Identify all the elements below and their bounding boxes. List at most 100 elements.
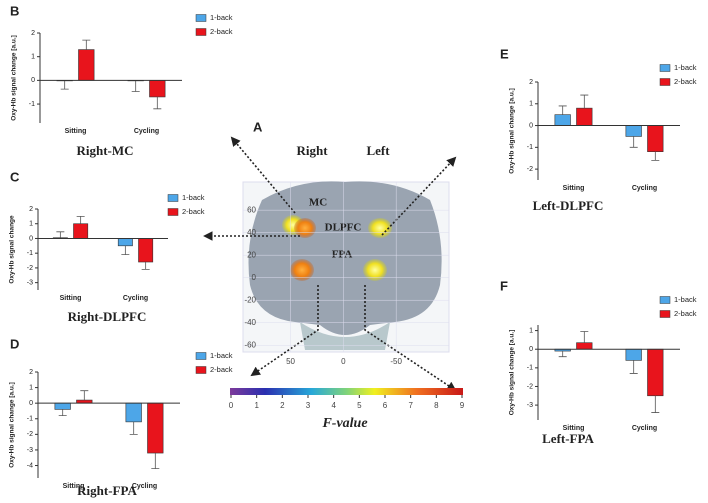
x-tick-label: Cycling xyxy=(632,185,657,192)
colorbar-tick-label: 4 xyxy=(331,401,336,410)
x-tick-label: Cycling xyxy=(123,295,148,302)
bar xyxy=(647,348,664,397)
brain-map: A Right Left MC DLPFC FPA F-value 50 0 -50… xyxy=(203,119,465,431)
legend-swatch xyxy=(195,366,207,374)
error-bar xyxy=(76,215,85,224)
colorbar-tick-label: 9 xyxy=(460,401,465,410)
error-bar xyxy=(651,395,660,413)
legend-swatch xyxy=(659,310,671,318)
bar xyxy=(576,107,593,126)
chart-title: Left-FPA xyxy=(542,431,594,446)
x-tick-label: Cycling xyxy=(134,128,159,135)
x-tick-label: 0 xyxy=(341,357,346,366)
arrow xyxy=(381,156,457,236)
x-tick-label: Sitting xyxy=(60,295,82,302)
legend-label: 1-back xyxy=(210,13,233,22)
chart-title: Left-DLPFC xyxy=(533,198,604,213)
chart-title: Right-DLPFC xyxy=(68,309,147,324)
legend-label: 2-back xyxy=(210,27,233,36)
y-tick-label: -40 xyxy=(244,318,256,327)
legend-swatch xyxy=(195,352,207,360)
x-tick-label: Sitting xyxy=(63,483,85,490)
y-tick-label: 2 xyxy=(29,369,33,376)
y-tick-label: 0 xyxy=(252,273,257,282)
x-tick-label: -50 xyxy=(390,357,402,366)
error-bar xyxy=(629,136,638,148)
y-tick-label: 0 xyxy=(31,77,35,84)
x-tick-label: Sitting xyxy=(563,425,585,432)
y-tick-label: 60 xyxy=(247,205,256,214)
hemisphere-label: Right xyxy=(296,143,328,158)
y-tick-label: 1 xyxy=(29,221,33,228)
bar xyxy=(149,80,166,98)
legend-swatch xyxy=(659,296,671,304)
y-axis-label: Oxy-Hb signal change [a.u.] xyxy=(11,35,18,121)
y-axis-label: Oxy-Hb signal change [a.u.] xyxy=(9,382,16,468)
arrow xyxy=(364,285,457,392)
legend-swatch xyxy=(167,208,179,216)
spot xyxy=(368,218,392,238)
bar xyxy=(625,348,642,361)
hemisphere-label: Left xyxy=(366,143,390,158)
chart-title: Right-FPA xyxy=(77,483,137,498)
legend-swatch xyxy=(195,14,207,22)
y-tick-label: 0 xyxy=(529,346,533,353)
y-tick-label: 1 xyxy=(31,54,35,61)
panel-label: C xyxy=(10,169,20,184)
error-bar xyxy=(60,80,69,90)
y-tick-label: -3 xyxy=(27,279,33,286)
panel-label: B xyxy=(10,3,19,18)
x-tick-label: Sitting xyxy=(65,128,87,135)
x-tick-label: Cycling xyxy=(632,425,657,432)
error-bar xyxy=(558,351,567,358)
bar xyxy=(647,125,664,152)
bar xyxy=(554,114,571,126)
spot xyxy=(290,259,314,281)
error-bar xyxy=(153,96,162,110)
y-tick-label: -1 xyxy=(27,250,33,257)
y-tick-label: -20 xyxy=(244,295,256,304)
y-tick-label: 20 xyxy=(247,250,256,259)
colorbar-tick-label: 3 xyxy=(306,401,311,410)
x-tick-label: Cycling xyxy=(132,483,157,490)
y-tick-label: -60 xyxy=(244,340,256,349)
legend-swatch xyxy=(167,194,179,202)
brain-stem xyxy=(300,322,390,350)
legend-swatch xyxy=(659,64,671,72)
error-bar xyxy=(141,262,150,270)
colorbar-tick-label: 6 xyxy=(383,401,388,410)
bar xyxy=(73,223,89,239)
panel-label: D xyxy=(10,336,19,351)
error-bar xyxy=(56,231,65,238)
panel-label: A xyxy=(253,119,263,134)
colorbar-tick-label: 8 xyxy=(434,401,439,410)
y-tick-label: 0 xyxy=(29,235,33,242)
bar xyxy=(625,125,642,137)
bar xyxy=(54,402,71,410)
error-bar xyxy=(58,409,67,417)
legend-swatch xyxy=(195,28,207,36)
y-axis-label: Oxy-Hb signal change xyxy=(9,215,16,284)
bar xyxy=(138,238,154,263)
panel-label: F xyxy=(500,278,508,293)
legend-label: 2-back xyxy=(210,365,233,374)
bar xyxy=(78,49,95,81)
y-axis-label: Oxy-Hb signal change [a.u.] xyxy=(509,330,516,416)
bar xyxy=(117,238,133,247)
error-bar xyxy=(80,390,89,401)
colorbar xyxy=(230,388,463,395)
y-tick-label: -4 xyxy=(27,462,33,469)
colorbar-tick-label: 2 xyxy=(280,401,285,410)
error-bar xyxy=(82,39,91,50)
y-tick-label: 2 xyxy=(31,30,35,37)
y-tick-label: -1 xyxy=(27,416,33,423)
y-tick-label: -3 xyxy=(27,447,33,454)
error-bar xyxy=(558,105,567,115)
spot xyxy=(294,218,316,238)
y-tick-label: -1 xyxy=(527,365,533,372)
error-bar xyxy=(131,80,140,92)
legend-label: 1-back xyxy=(210,351,233,360)
legend-swatch xyxy=(659,78,671,86)
y-tick-label: 2 xyxy=(29,206,33,213)
